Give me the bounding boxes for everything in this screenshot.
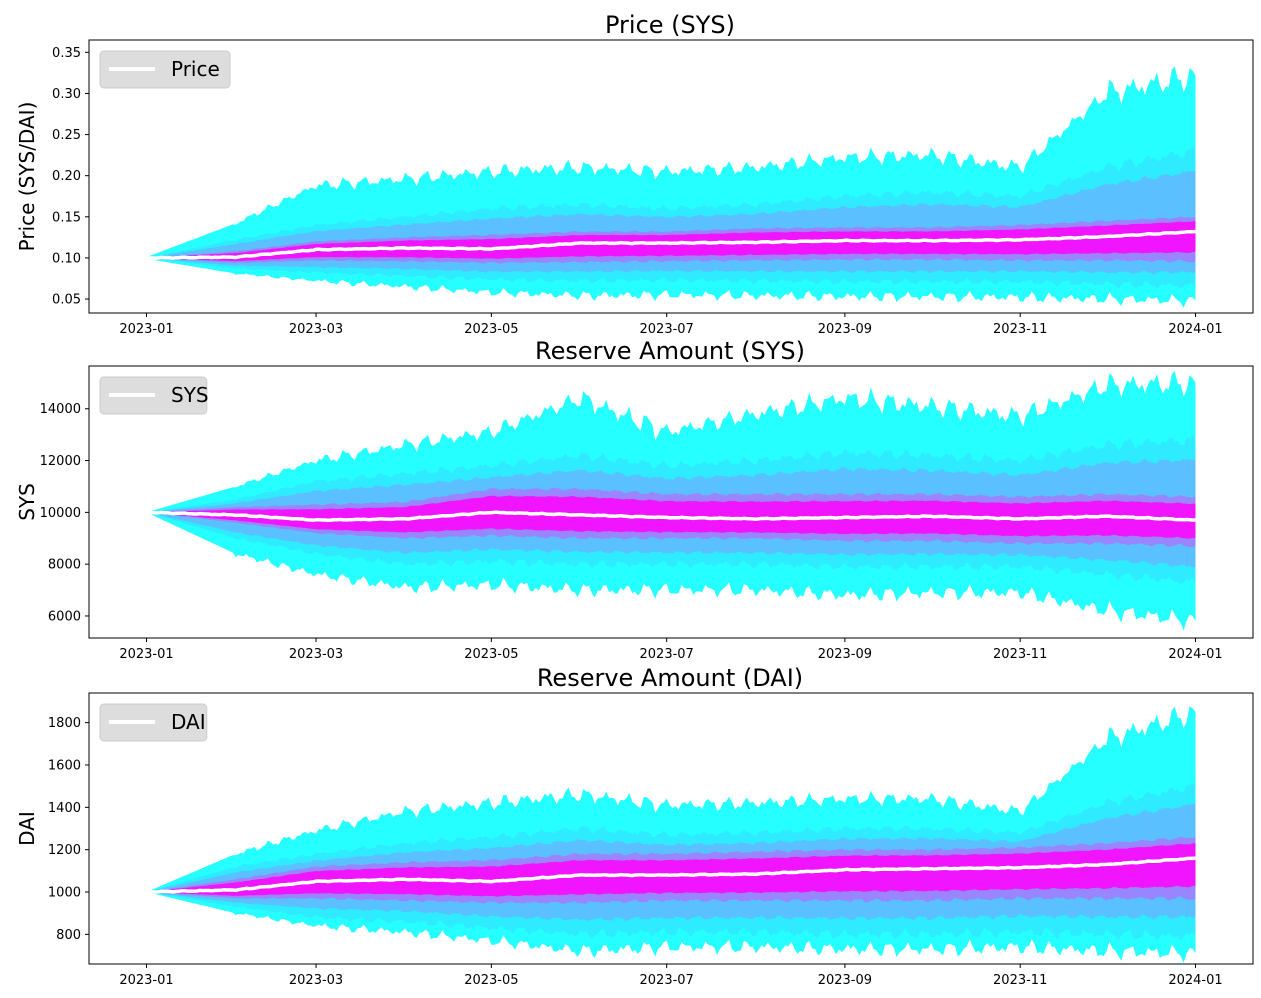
y-tick-label: 12000: [40, 454, 81, 469]
x-tick-label: 2023-03: [289, 322, 343, 337]
band-layers: [146, 371, 1196, 631]
series-line-price: [146, 229, 1196, 260]
x-tick-label: 2023-07: [640, 322, 694, 337]
legend-box: [99, 50, 231, 89]
y-tick-label: 0.10: [52, 251, 81, 266]
x-tick-label: 2023-05: [464, 973, 518, 988]
chart-panel-1: 2023-01 2023-03 2023-05 2023-07 2023-09 2023-…: [15, 11, 1254, 337]
x-tick-label: 2023-01: [119, 647, 173, 662]
x-tick-label: 2023-03: [289, 647, 343, 662]
x-tick-label: 2023-09: [818, 973, 872, 988]
x-tick-label: 2023-07: [640, 647, 694, 662]
y-tick-label: 0.20: [52, 169, 81, 184]
y-axis-label: SYS: [15, 483, 39, 521]
y-tick-label: 1600: [48, 758, 81, 773]
y-tick-label: 0.25: [52, 128, 81, 143]
y-tick-label: 6000: [48, 609, 81, 624]
x-tick-label: 2024-01: [1168, 973, 1222, 988]
y-tick-label: 1200: [48, 843, 81, 858]
y-axis-label: DAI: [15, 811, 39, 846]
series-line-dai: [146, 856, 1196, 894]
axes-frame: [88, 39, 1254, 314]
y-tick-label: 1000: [48, 886, 81, 901]
legend: Price: [99, 50, 231, 89]
band-layers: [146, 706, 1196, 963]
legend-label: SYS: [171, 383, 209, 407]
x-tick-label: 2023-11: [993, 322, 1047, 337]
x-tick-label: 2023-11: [993, 973, 1047, 988]
chart-panel-3: 2023-01 2023-03 2023-05 2023-07 2023-09 2023-…: [15, 664, 1254, 988]
axes-frame: [88, 692, 1254, 965]
x-tick-label: 2024-01: [1168, 322, 1222, 337]
chart-title: Price (SYS): [605, 11, 735, 39]
x-tick-label: 2023-09: [818, 647, 872, 662]
y-tick-label: 8000: [48, 558, 81, 573]
y-tick-label: 1800: [48, 716, 81, 731]
legend: SYS: [99, 376, 209, 415]
x-tick-label: 2023-11: [993, 647, 1047, 662]
x-tick-label: 2023-01: [119, 322, 173, 337]
x-tick-label: 2023-07: [640, 973, 694, 988]
chart-panel-2: 2023-01 2023-03 2023-05 2023-07 2023-09 2023-…: [15, 337, 1254, 662]
y-tick-label: 800: [56, 928, 81, 943]
axes-frame: [88, 365, 1254, 639]
chart-title: Reserve Amount (SYS): [535, 337, 805, 365]
x-tick-label: 2023-05: [464, 647, 518, 662]
inner-band: [146, 221, 1196, 262]
y-tick-label: 0.30: [52, 87, 81, 102]
legend-label: DAI: [171, 710, 206, 734]
y-tick-label: 0.35: [52, 46, 81, 61]
series-line-sys: [146, 510, 1196, 523]
y-axis-label: Price (SYS/DAI): [15, 102, 39, 252]
legend-label: Price: [171, 57, 220, 81]
x-tick-label: 2023-09: [818, 322, 872, 337]
y-tick-label: 14000: [40, 402, 81, 417]
y-tick-label: 0.15: [52, 210, 81, 225]
x-tick-label: 2023-03: [289, 973, 343, 988]
x-tick-label: 2024-01: [1168, 647, 1222, 662]
y-tick-label: 1400: [48, 801, 81, 816]
y-tick-label: 10000: [40, 506, 81, 521]
legend: DAI: [99, 703, 208, 742]
chart-title: Reserve Amount (DAI): [537, 664, 803, 692]
x-tick-label: 2023-01: [119, 973, 173, 988]
band-layers: [146, 66, 1196, 308]
y-tick-label: 0.05: [52, 293, 81, 308]
x-tick-label: 2023-05: [464, 322, 518, 337]
inner-band: [146, 843, 1196, 897]
